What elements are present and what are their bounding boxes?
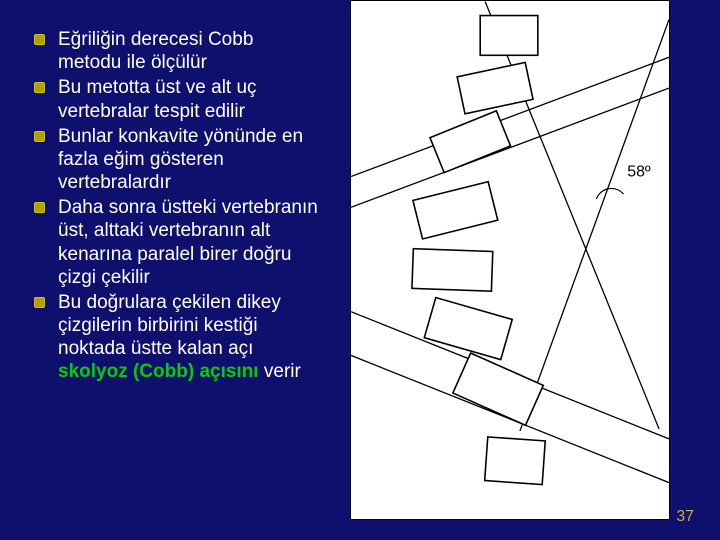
bullet-item: Bu metotta üst ve alt uç vertebralar tes… bbox=[30, 76, 320, 122]
highlight-text: skolyoz (Cobb) açısını bbox=[58, 361, 259, 382]
bullet-marker-icon bbox=[34, 202, 45, 213]
bullet-marker-icon bbox=[34, 82, 45, 93]
bullet-marker-icon bbox=[34, 297, 45, 308]
angle-label: 58º bbox=[627, 164, 651, 181]
cobb-diagram: 58º bbox=[350, 0, 670, 520]
bullet-text: Bu metotta üst ve alt uç vertebralar tes… bbox=[58, 77, 257, 121]
bullet-text: Eğriliğin derecesi Cobb metodu ile ölçül… bbox=[58, 29, 253, 73]
bullet-marker-icon bbox=[34, 131, 45, 142]
slide: Eğriliğin derecesi Cobb metodu ile ölçül… bbox=[0, 0, 720, 540]
bullet-text: verir bbox=[259, 361, 301, 382]
bullet-item: Bunlar konkavite yönünde en fazla eğim g… bbox=[30, 125, 320, 195]
bullet-item: Bu doğrulara çekilen dikey çizgilerin bi… bbox=[30, 291, 320, 384]
page-number: 37 bbox=[676, 508, 694, 526]
bullet-text: Bu doğrulara çekilen dikey çizgilerin bi… bbox=[58, 292, 281, 359]
cobb-diagram-svg: 58º bbox=[351, 1, 669, 519]
bullet-text: Daha sonra üstteki vertebranın üst, altt… bbox=[58, 197, 318, 288]
text-panel: Eğriliğin derecesi Cobb metodu ile ölçül… bbox=[0, 0, 330, 540]
diagram-panel: 58º 37 bbox=[330, 0, 720, 540]
bullet-text: Bunlar konkavite yönünde en fazla eğim g… bbox=[58, 126, 303, 193]
bullet-list: Eğriliğin derecesi Cobb metodu ile ölçül… bbox=[30, 28, 320, 384]
bullet-item: Eğriliğin derecesi Cobb metodu ile ölçül… bbox=[30, 28, 320, 74]
bullet-marker-icon bbox=[34, 34, 45, 45]
bullet-item: Daha sonra üstteki vertebranın üst, altt… bbox=[30, 196, 320, 289]
